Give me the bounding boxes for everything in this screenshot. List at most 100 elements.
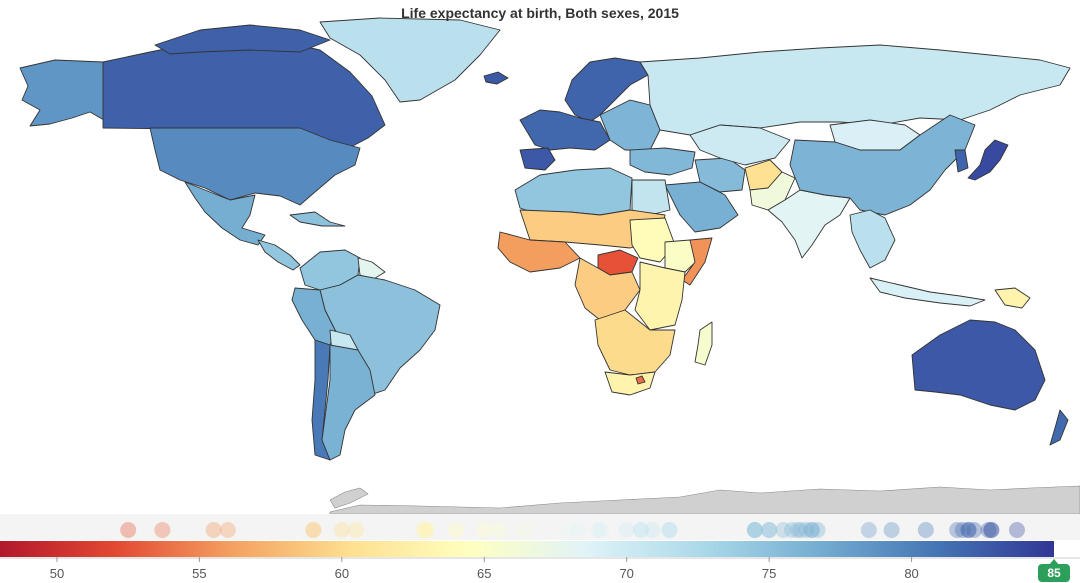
world-map [19,17,1080,514]
legend-distribution-dot [966,522,983,538]
legend-distribution-dot [490,522,507,538]
legend-distribution-dot [661,522,678,538]
legend-distribution-dot [305,522,322,538]
country-southeast-asia[interactable] [849,209,896,269]
country-australia[interactable] [911,319,1046,411]
country-greenland[interactable] [319,17,501,103]
legend-distribution-dot [798,522,815,538]
legend-distribution-dot [1008,522,1025,538]
country-canada-islands[interactable] [154,24,331,55]
country-korea[interactable] [954,149,969,173]
country-lesotho[interactable] [635,375,646,385]
legend-distribution-dot [983,522,1000,538]
country-alaska[interactable] [19,59,105,127]
legend-distribution-dot [746,522,763,538]
legend-distribution-dots [120,522,1025,538]
legend-distribution-dot [644,522,661,538]
legend-tick-label: 50 [50,566,64,581]
country-russia[interactable] [639,44,1071,136]
country-turkey-middle-east[interactable] [629,147,696,176]
legend-distribution-dot [960,522,977,538]
legend-distribution-dot [883,522,900,538]
country-usa[interactable] [149,127,361,206]
legend-distribution-dot [860,522,877,538]
country-sudan[interactable] [629,217,676,263]
country-madagascar[interactable] [694,321,713,366]
legend-distribution-dot [661,522,678,538]
legend-distribution-dot [590,522,607,538]
legend-distribution-dot [516,522,533,538]
country-mexico[interactable] [184,181,266,246]
legend-distribution-dot [980,522,997,538]
legend-distribution-dot [792,522,809,538]
legend-distribution-dot [761,522,778,538]
legend-distribution-dot [154,522,171,538]
legend-distribution-dot [960,522,977,538]
legend-distribution-dot [305,522,322,538]
legend-distribution-dot [803,522,820,538]
country-central-america[interactable] [257,239,301,271]
current-value-badge[interactable]: 85 [1038,559,1070,582]
legend-distribution-dot [949,522,966,538]
legend-distribution-dot [419,522,436,538]
country-iceland[interactable] [483,71,509,85]
legend-distribution-dot [917,522,934,538]
legend-distribution-dot [348,522,365,538]
country-china[interactable] [789,114,976,216]
legend-tick-label: 75 [762,566,776,581]
country-central-africa[interactable] [574,257,641,321]
legend-distribution-dot [803,522,820,538]
legend-tick-label: 60 [335,566,349,581]
legend-distribution-dot [632,522,649,538]
country-papua-new-guinea[interactable] [994,287,1031,309]
country-somalia[interactable] [681,237,713,286]
legend-distribution-dot [570,522,587,538]
country-japan[interactable] [967,139,1009,181]
current-value-label: 85 [1047,566,1061,580]
legend-distribution-dot [593,522,610,538]
legend-distribution-dot [746,522,763,538]
country-iberia[interactable] [519,147,556,171]
legend-distribution-dot [783,522,800,538]
legend-distribution-dot [761,522,778,538]
country-south-africa[interactable] [604,371,656,396]
legend-distribution-dot [120,522,137,538]
legend-distribution-dot [632,522,649,538]
legend-distribution-dot [983,522,1000,538]
current-value-badge-box [1038,564,1070,582]
country-eastern-europe[interactable] [599,99,661,151]
country-egypt[interactable] [631,179,671,216]
country-antarctica-peninsula[interactable] [329,487,369,509]
legend-distribution-dot [476,522,493,538]
country-caribbean[interactable] [289,211,346,227]
legend-distribution-dot [447,522,464,538]
color-legend: 50 55 60 65 70 75 80 85 [0,514,1080,582]
legend-distribution-band [0,514,1080,540]
legend-tick-label: 80 [904,566,918,581]
country-west-africa[interactable] [497,231,581,273]
legend-tick-label: 65 [477,566,491,581]
country-southern-africa[interactable] [594,309,676,376]
legend-tick-label: 70 [619,566,633,581]
legend-tick-label: 55 [192,566,206,581]
country-north-africa[interactable] [514,167,633,216]
country-east-africa[interactable] [634,261,686,331]
current-value-badge-pointer [1049,559,1059,565]
legend-distribution-dot [561,522,578,538]
country-antarctica[interactable] [329,485,1080,514]
country-guianas[interactable] [357,257,386,281]
country-india[interactable] [767,189,851,259]
country-new-zealand[interactable] [1049,409,1069,446]
legend-color-bar[interactable] [0,541,1054,557]
legend-distribution-dot [219,522,236,538]
page-title: Life expectancy at birth, Both sexes, 20… [401,5,679,21]
legend-distribution-dot [416,522,433,538]
country-argentina[interactable] [321,344,376,461]
legend-distribution-dot [416,522,433,538]
legend-distribution-dot [618,522,635,538]
legend-distribution-dot [789,522,806,538]
legend-distribution-dot [746,522,763,538]
country-central-asia[interactable] [689,124,791,166]
legend-distribution-dot [954,522,971,538]
country-indonesia[interactable] [869,277,986,307]
